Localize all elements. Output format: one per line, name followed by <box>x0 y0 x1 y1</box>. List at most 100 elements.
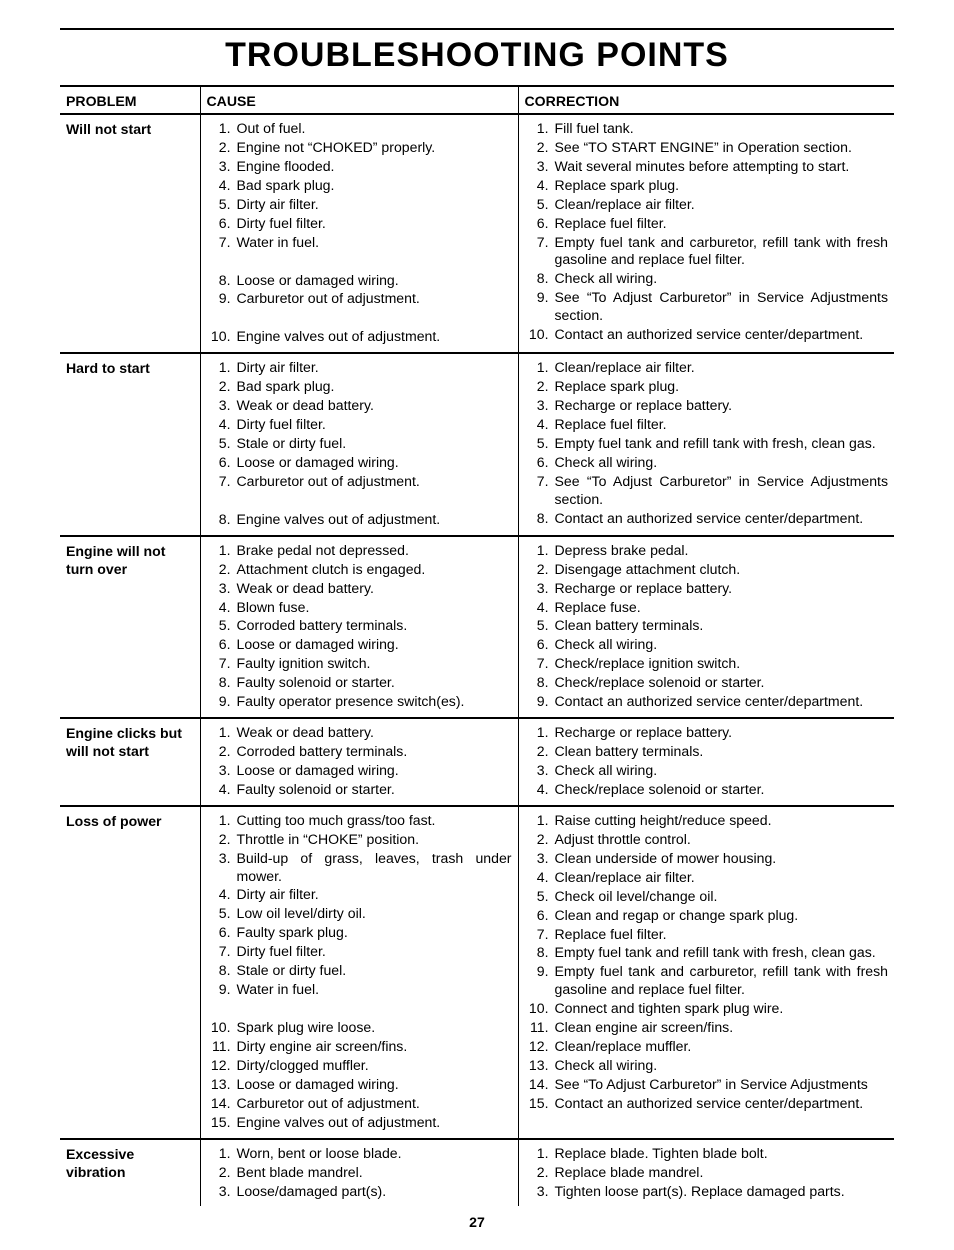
list-item-number: 8. <box>207 674 231 692</box>
list-item-number: 6. <box>207 924 231 942</box>
correction-cell: 1.Recharge or replace battery.2.Clean ba… <box>518 718 894 806</box>
list-item-text: Bad spark plug. <box>237 378 335 394</box>
table-row: Engine will not turn over1.Brake pedal n… <box>60 536 894 718</box>
table-row: Loss of power1.Cutting too much grass/to… <box>60 806 894 1139</box>
col-header-cause: CAUSE <box>200 86 518 114</box>
list-item: 10.Engine valves out of adjustment. <box>237 328 512 346</box>
list-item-number: 5. <box>525 617 549 635</box>
list-item-number: 6. <box>525 215 549 233</box>
list-item-text: Loose or damaged wiring. <box>237 454 399 470</box>
problem-cell: Loss of power <box>60 806 200 1139</box>
list-item-number: 5. <box>525 196 549 214</box>
list-item: 5.Empty fuel tank and refill tank with f… <box>555 435 889 453</box>
list-item-text: Build-up of grass, leaves, trash under m… <box>237 850 512 884</box>
list-item-number: 7. <box>207 473 231 491</box>
list-item-number: 6. <box>207 454 231 472</box>
troubleshooting-table: PROBLEM CAUSE CORRECTION Will not start1… <box>60 85 894 1206</box>
list-item-number: 1. <box>525 724 549 742</box>
list-item-text: Disengage attachment clutch. <box>555 561 741 577</box>
list-item-text: Engine valves out of adjustment. <box>237 511 441 527</box>
list-item-text: Attachment clutch is engaged. <box>237 561 426 577</box>
list-item: 6.Replace fuel filter. <box>555 215 889 233</box>
list-item-number: 2. <box>525 139 549 157</box>
cause-cell: 1.Brake pedal not depressed.2.Attachment… <box>200 536 518 718</box>
list-spacer <box>237 253 512 271</box>
list-item: 2.Adjust throttle control. <box>555 831 889 849</box>
list-item: 7.Check/replace ignition switch. <box>555 655 889 673</box>
list-item: 14.Carburetor out of adjustment. <box>237 1095 512 1113</box>
numbered-list: 1.Depress brake pedal.2.Disengage attach… <box>525 542 889 711</box>
list-item-text: Water in fuel. <box>237 234 320 250</box>
list-item-text: Dirty air filter. <box>237 359 319 375</box>
list-item: 8.Check all wiring. <box>555 270 889 288</box>
list-item-text: Faulty solenoid or starter. <box>237 674 395 690</box>
list-item-text: Clean and regap or change spark plug. <box>555 907 799 923</box>
list-item: 1.Dirty air filter. <box>237 359 512 377</box>
list-item-number: 4. <box>207 599 231 617</box>
list-item-text: Weak or dead battery. <box>237 580 374 596</box>
list-item: 2.Attachment clutch is engaged. <box>237 561 512 579</box>
list-item-text: Clean/replace muffler. <box>555 1038 692 1054</box>
list-item-number: 15. <box>207 1114 231 1132</box>
list-item-text: Contact an authorized service center/dep… <box>555 1095 864 1111</box>
list-item-text: Check/replace ignition switch. <box>555 655 741 671</box>
list-item-number: 11. <box>525 1019 549 1037</box>
list-item: 9.Empty fuel tank and carburetor, refill… <box>555 963 889 999</box>
list-item-text: Dirty fuel filter. <box>237 215 326 231</box>
list-item-text: Check all wiring. <box>555 636 658 652</box>
list-item-text: Weak or dead battery. <box>237 724 374 740</box>
list-item-number: 9. <box>525 963 549 981</box>
list-item-text: Adjust throttle control. <box>555 831 691 847</box>
numbered-list: 1.Dirty air filter.2.Bad spark plug.3.We… <box>207 359 512 528</box>
list-item: 7.See “To Adjust Carburetor” in Service … <box>555 473 889 509</box>
list-item-number: 1. <box>207 542 231 560</box>
list-item-number: 6. <box>525 907 549 925</box>
list-item-text: Replace spark plug. <box>555 177 680 193</box>
list-item: 2.Bent blade mandrel. <box>237 1164 512 1182</box>
list-item: 2.See “TO START ENGINE” in Operation sec… <box>555 139 889 157</box>
list-item: 3.Engine flooded. <box>237 158 512 176</box>
list-item-number: 3. <box>525 1183 549 1201</box>
list-item-number: 6. <box>525 454 549 472</box>
list-item-text: Loose or damaged wiring. <box>237 762 399 778</box>
numbered-list: 1.Fill fuel tank.2.See “TO START ENGINE”… <box>525 120 889 344</box>
list-item-number: 8. <box>525 510 549 528</box>
list-item-text: Clean underside of mower housing. <box>555 850 777 866</box>
list-item-text: Recharge or replace battery. <box>555 580 733 596</box>
list-item: 1.Raise cutting height/reduce speed. <box>555 812 889 830</box>
list-item: 5.Dirty air filter. <box>237 196 512 214</box>
list-item-number: 2. <box>525 831 549 849</box>
list-item-text: Recharge or replace battery. <box>555 397 733 413</box>
list-item-text: Faulty operator presence switch(es). <box>237 693 465 709</box>
table-row: Engine clicks but will not start1.Weak o… <box>60 718 894 806</box>
list-item-number: 3. <box>525 158 549 176</box>
list-item-number: 7. <box>207 655 231 673</box>
list-item: 2.Replace blade mandrel. <box>555 1164 889 1182</box>
list-item-text: Contact an authorized service center/dep… <box>555 510 864 526</box>
list-item-text: Empty fuel tank and carburetor, refill t… <box>555 963 889 997</box>
list-item-number: 14. <box>525 1076 549 1094</box>
list-item: 7.Dirty fuel filter. <box>237 943 512 961</box>
list-item: 15.Contact an authorized service center/… <box>555 1095 889 1113</box>
list-item: 7.Carburetor out of adjustment. <box>237 473 512 491</box>
list-item: 1.Replace blade. Tighten blade bolt. <box>555 1145 889 1163</box>
list-item-text: Spark plug wire loose. <box>237 1019 376 1035</box>
list-item-number: 14. <box>207 1095 231 1113</box>
list-item-number: 1. <box>207 724 231 742</box>
list-item-text: Check all wiring. <box>555 762 658 778</box>
list-item: 3.Loose/damaged part(s). <box>237 1183 512 1201</box>
list-item: 3.Weak or dead battery. <box>237 580 512 598</box>
list-item: 6.Faulty spark plug. <box>237 924 512 942</box>
cause-cell: 1.Dirty air filter.2.Bad spark plug.3.We… <box>200 353 518 535</box>
list-item-text: Engine flooded. <box>237 158 335 174</box>
list-item-number: 3. <box>525 850 549 868</box>
list-item-number: 2. <box>207 831 231 849</box>
list-item: 4.Clean/replace air filter. <box>555 869 889 887</box>
list-item: 8.Check/replace solenoid or starter. <box>555 674 889 692</box>
col-header-problem: PROBLEM <box>60 86 200 114</box>
list-item-text: Carburetor out of adjustment. <box>237 473 420 489</box>
list-item: 2.Throttle in “CHOKE” position. <box>237 831 512 849</box>
list-item-number: 1. <box>207 1145 231 1163</box>
list-item-number: 5. <box>207 905 231 923</box>
list-item-number: 2. <box>207 743 231 761</box>
